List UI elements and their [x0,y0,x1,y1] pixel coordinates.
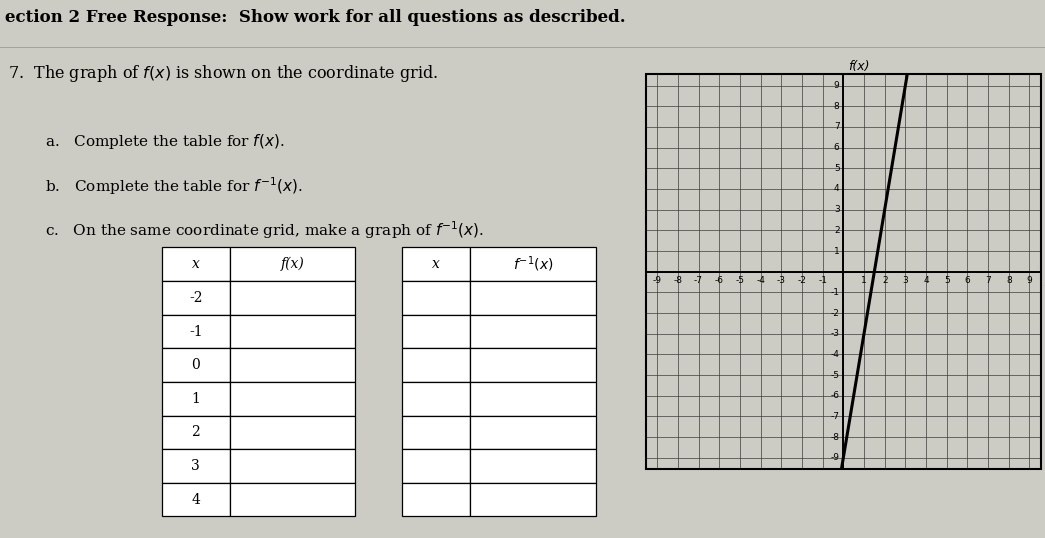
Text: 1: 1 [191,392,201,406]
Text: -9: -9 [831,454,839,462]
Text: -1: -1 [831,288,839,297]
Text: 6: 6 [834,143,839,152]
Text: -9: -9 [653,276,661,285]
FancyBboxPatch shape [162,315,230,349]
FancyBboxPatch shape [230,449,355,483]
FancyBboxPatch shape [230,315,355,349]
FancyBboxPatch shape [470,349,596,382]
FancyBboxPatch shape [230,382,355,415]
Text: -7: -7 [831,412,839,421]
FancyBboxPatch shape [470,281,596,315]
FancyBboxPatch shape [230,415,355,449]
Text: -8: -8 [831,433,839,442]
FancyBboxPatch shape [402,247,470,281]
FancyBboxPatch shape [470,483,596,516]
FancyBboxPatch shape [402,449,470,483]
Text: -4: -4 [757,276,765,285]
FancyBboxPatch shape [162,247,230,281]
FancyBboxPatch shape [402,415,470,449]
Text: 4: 4 [834,185,839,194]
FancyBboxPatch shape [230,349,355,382]
Text: 2: 2 [834,226,839,235]
Text: 9: 9 [834,81,839,90]
FancyBboxPatch shape [470,247,596,281]
FancyBboxPatch shape [402,349,470,382]
Text: $f^{-1}(x)$: $f^{-1}(x)$ [513,254,553,274]
Text: -4: -4 [831,350,839,359]
FancyBboxPatch shape [162,281,230,315]
FancyBboxPatch shape [162,449,230,483]
Text: -2: -2 [189,291,203,305]
Text: 1: 1 [861,276,867,285]
FancyBboxPatch shape [470,315,596,349]
FancyBboxPatch shape [402,483,470,516]
Text: 7: 7 [985,276,991,285]
Text: -2: -2 [797,276,807,285]
Text: 5: 5 [834,164,839,173]
Text: 5: 5 [944,276,950,285]
FancyBboxPatch shape [230,483,355,516]
Text: ection 2 Free Response:  Show work for all questions as described.: ection 2 Free Response: Show work for al… [5,9,626,26]
Text: 1: 1 [834,246,839,256]
Text: -5: -5 [831,371,839,380]
FancyBboxPatch shape [162,349,230,382]
Text: 2: 2 [191,426,201,440]
Text: a.   Complete the table for $f(x)$.: a. Complete the table for $f(x)$. [45,132,284,151]
Text: -5: -5 [736,276,744,285]
Text: 3: 3 [834,205,839,214]
FancyBboxPatch shape [470,415,596,449]
Text: b.   Complete the table for $f^{-1}(x)$.: b. Complete the table for $f^{-1}(x)$. [45,176,303,197]
FancyBboxPatch shape [230,247,355,281]
Text: 8: 8 [834,102,839,111]
Text: 3: 3 [191,459,201,473]
FancyBboxPatch shape [402,315,470,349]
FancyBboxPatch shape [402,281,470,315]
Text: -2: -2 [831,309,839,317]
Text: f(x): f(x) [847,60,869,73]
Text: 2: 2 [882,276,887,285]
Text: 9: 9 [1026,276,1032,285]
FancyBboxPatch shape [162,415,230,449]
Text: -6: -6 [715,276,724,285]
Text: -3: -3 [831,329,839,338]
Text: x: x [192,257,200,271]
Text: x: x [433,257,440,271]
FancyBboxPatch shape [470,449,596,483]
Text: 8: 8 [1006,276,1012,285]
Text: c.   On the same coordinate grid, make a graph of $f^{-1}(x)$.: c. On the same coordinate grid, make a g… [45,220,484,242]
Text: -1: -1 [189,324,203,338]
Text: 7: 7 [834,123,839,131]
Text: -6: -6 [831,391,839,400]
Text: -1: -1 [818,276,828,285]
Text: -8: -8 [673,276,682,285]
FancyBboxPatch shape [162,483,230,516]
Text: -7: -7 [694,276,703,285]
Text: 3: 3 [903,276,908,285]
Text: 0: 0 [191,358,201,372]
FancyBboxPatch shape [470,382,596,415]
FancyBboxPatch shape [162,382,230,415]
FancyBboxPatch shape [402,382,470,415]
Text: -3: -3 [776,276,786,285]
Text: 6: 6 [965,276,970,285]
FancyBboxPatch shape [230,281,355,315]
Text: f(x): f(x) [281,257,304,272]
Text: 4: 4 [923,276,929,285]
Text: 4: 4 [191,493,201,507]
Text: 7.  The graph of $f(x)$ is shown on the coordinate grid.: 7. The graph of $f(x)$ is shown on the c… [7,63,438,84]
Text: x: x [1044,275,1045,288]
